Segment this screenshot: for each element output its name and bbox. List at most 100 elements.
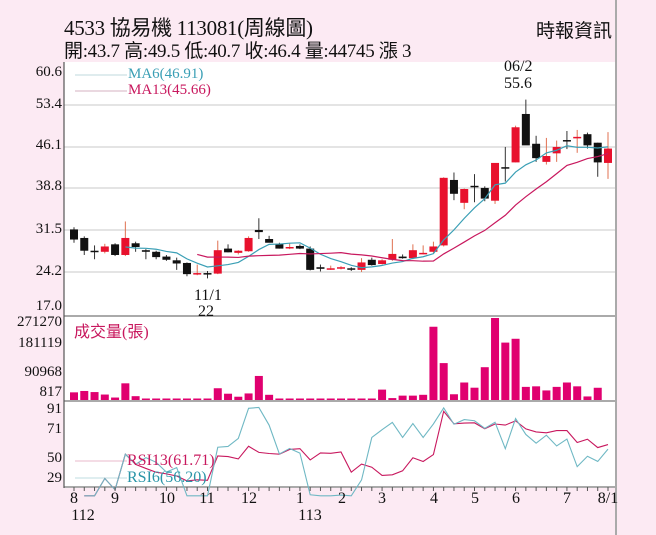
volume-bar (367, 398, 376, 400)
volume-bar (573, 386, 582, 400)
price-tick: 17.0 (35, 298, 62, 314)
candle (254, 229, 263, 233)
volume-bar (552, 386, 561, 400)
low-date-label: 11/1 (194, 287, 222, 304)
price-tick: 38.8 (35, 178, 62, 194)
candle (182, 262, 191, 275)
candle (285, 247, 294, 249)
candle (152, 251, 161, 258)
price-tick: 31.5 (35, 221, 62, 237)
candle (337, 267, 345, 269)
volume-bar (152, 398, 161, 400)
ohlc-summary: 開:43.7 高:49.5 低:40.7 收:46.4 量:44745 漲 3 (64, 41, 412, 62)
candle (470, 185, 479, 188)
candle (521, 113, 530, 146)
volume-bar (265, 394, 274, 400)
volume-bar (419, 394, 428, 400)
candle (100, 246, 109, 252)
volume-bar (583, 396, 592, 400)
volume-bar (388, 398, 397, 400)
volume-bar (295, 398, 304, 400)
volume-bar (429, 326, 438, 400)
candle (429, 246, 438, 252)
volume-bar (90, 392, 99, 400)
rsi6-legend: RSI6(56.20) (127, 469, 207, 486)
volume-bar (521, 386, 530, 400)
volume-bars (70, 318, 602, 400)
volume-bar (100, 394, 109, 400)
candle (583, 134, 592, 146)
ma13-legend: MA13(45.66) (128, 82, 211, 98)
peak-value-label: 55.6 (504, 75, 532, 92)
volume-bar (254, 375, 263, 400)
volume-bar (491, 318, 500, 400)
volume-bar (511, 338, 520, 400)
volume-bar (224, 393, 233, 400)
volume-bar (347, 398, 356, 400)
candle (224, 248, 233, 253)
candle (121, 237, 130, 255)
candle (604, 148, 612, 163)
volume-bar (80, 390, 89, 400)
candle (449, 179, 458, 194)
price-tick: 24.2 (35, 263, 62, 279)
candle (306, 248, 315, 270)
volume-bar (213, 388, 222, 400)
x-month-label: 2 (338, 490, 346, 507)
rsi13-legend: RSI13(61.71) (127, 452, 215, 469)
volume-tick: 90968 (24, 364, 63, 380)
candle (573, 136, 582, 139)
candle (111, 244, 120, 255)
rsi-tick: 71 (47, 421, 62, 437)
ma13-line (197, 153, 609, 262)
candle (480, 187, 489, 199)
volume-bar (398, 395, 407, 400)
volume-bar (182, 398, 191, 400)
volume-bar (562, 382, 571, 400)
candle (213, 250, 222, 274)
candle (234, 250, 243, 253)
candle (378, 260, 387, 265)
candle (90, 250, 99, 253)
volume-bar (337, 398, 345, 400)
volume-bar (316, 398, 325, 400)
volume-bar (121, 383, 130, 400)
rsi6-line (84, 406, 609, 497)
candle (398, 256, 407, 259)
candle (347, 268, 356, 270)
volume-bar (501, 342, 510, 400)
candle (295, 245, 304, 249)
candle (501, 167, 510, 169)
x-month-label: 6 (512, 490, 520, 507)
volume-bar (193, 398, 202, 400)
x-month-label: 12 (241, 490, 257, 507)
candle (275, 243, 284, 249)
volume-bar (172, 398, 181, 400)
volume-bar (244, 393, 253, 400)
candle (511, 127, 520, 163)
candle (80, 237, 89, 251)
x-month-label: 3 (378, 490, 386, 507)
candle (326, 268, 335, 270)
candle (460, 189, 469, 203)
volume-title: 成交量(張) (74, 324, 149, 341)
volume-bar (480, 367, 489, 400)
candle (388, 253, 397, 260)
x-month-label: 4 (430, 490, 438, 507)
x-month-label: 9 (111, 490, 119, 507)
volume-bar (408, 395, 417, 400)
x-month-label: 7 (563, 490, 571, 507)
x-month-label: 10 (159, 490, 175, 507)
data-source: 時報資訊 (536, 21, 613, 42)
candle (203, 273, 212, 275)
x-month-label: 8/1 (597, 490, 619, 507)
volume-bar (234, 396, 243, 400)
x-month-label: 5 (471, 490, 479, 507)
x-year-label: 113 (298, 507, 322, 524)
candle (367, 259, 376, 266)
candle (70, 229, 78, 240)
volume-bar (378, 389, 387, 400)
volume-bar (275, 398, 284, 400)
price-tick: 46.1 (35, 137, 62, 153)
